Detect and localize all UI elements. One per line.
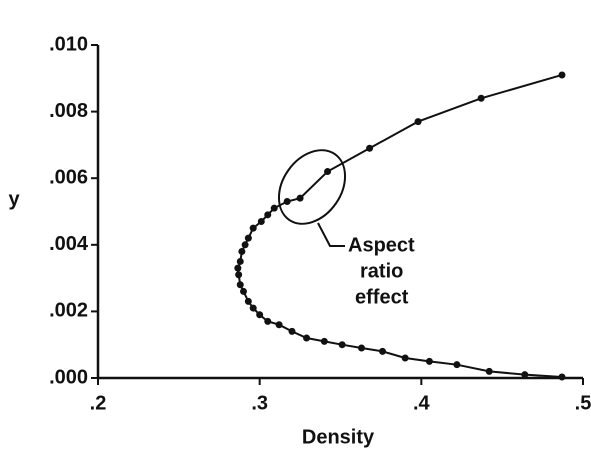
y-tick-label: .006 (49, 166, 88, 188)
data-point (485, 367, 493, 375)
data-point (244, 297, 252, 305)
data-point (238, 247, 246, 255)
data-point (401, 354, 409, 362)
annotation-ellipse (277, 149, 347, 225)
data-point (558, 373, 566, 381)
x-tick-label: .4 (413, 392, 431, 414)
data-point (241, 241, 249, 249)
data-point (270, 204, 278, 212)
x-axis-label: Density (302, 426, 375, 448)
data-point (338, 341, 346, 349)
data-point (235, 271, 243, 279)
data-point (257, 217, 265, 225)
data-point (283, 198, 291, 206)
data-point (558, 71, 566, 79)
data-point (236, 281, 244, 289)
data-point (477, 94, 485, 102)
data-point (275, 321, 283, 329)
data-point (320, 337, 328, 345)
y-tick-label: .004 (49, 233, 89, 255)
annotation-leader (317, 222, 345, 247)
x-tick-label: .3 (251, 392, 268, 414)
data-point (264, 317, 272, 325)
y-tick-label: .008 (49, 100, 88, 122)
data-point (249, 224, 257, 232)
data-point (358, 344, 366, 352)
data-point (379, 347, 387, 355)
data-point (366, 144, 374, 152)
x-tick-label: .5 (575, 392, 591, 414)
data-point (453, 361, 461, 369)
annotation-text: effect (355, 286, 409, 308)
data-point (296, 194, 304, 202)
data-point (236, 257, 244, 265)
data-point (256, 311, 264, 319)
data-point (249, 304, 257, 312)
data-point (244, 234, 252, 242)
data-point (288, 327, 296, 335)
y-tick-label: .010 (49, 33, 88, 55)
data-point (425, 357, 433, 365)
x-tick-label: .2 (90, 392, 107, 414)
data-point (240, 287, 247, 295)
annotation-text: Aspect (348, 234, 415, 256)
series-line (236, 74, 563, 378)
data-point (521, 371, 529, 379)
data-point (414, 118, 422, 126)
y-tick-label: .000 (49, 366, 88, 388)
data-point (324, 168, 332, 176)
y-axis-label: y (8, 188, 20, 210)
y-tick-label: .002 (49, 300, 88, 322)
data-point (303, 334, 311, 342)
data-point (234, 264, 242, 272)
data-point (264, 211, 272, 219)
annotation-text: ratio (360, 260, 403, 282)
